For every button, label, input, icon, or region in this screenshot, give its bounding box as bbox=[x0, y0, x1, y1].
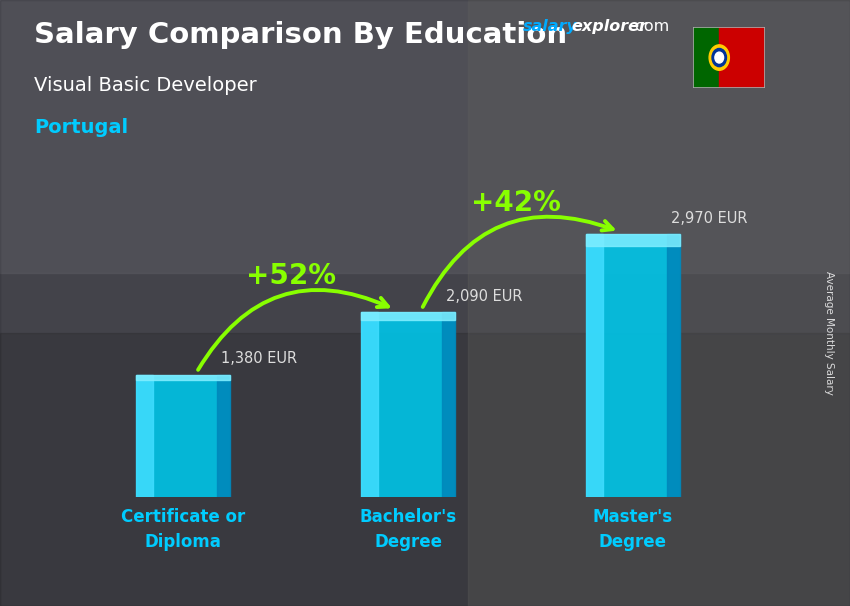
Bar bbox=[693, 27, 719, 88]
Bar bbox=[442, 312, 456, 497]
Bar bbox=[667, 235, 680, 497]
Bar bbox=[136, 375, 230, 381]
Bar bbox=[586, 235, 680, 246]
Bar bbox=[217, 375, 230, 497]
Circle shape bbox=[715, 52, 723, 63]
Bar bbox=[360, 312, 456, 321]
Bar bbox=[360, 312, 377, 497]
Text: Average Monthly Salary: Average Monthly Salary bbox=[824, 271, 834, 395]
Bar bbox=[136, 375, 153, 497]
Text: Salary Comparison By Education: Salary Comparison By Education bbox=[34, 21, 567, 49]
Text: explorer: explorer bbox=[571, 19, 647, 35]
Text: salary: salary bbox=[523, 19, 577, 35]
Bar bbox=[719, 27, 765, 88]
Circle shape bbox=[712, 48, 727, 67]
Text: 1,380 EUR: 1,380 EUR bbox=[221, 351, 298, 367]
Bar bbox=[136, 375, 230, 497]
Text: 2,090 EUR: 2,090 EUR bbox=[446, 288, 523, 304]
Bar bbox=[360, 312, 456, 497]
Bar bbox=[586, 235, 603, 497]
Bar bbox=[468, 0, 850, 606]
Circle shape bbox=[709, 45, 729, 70]
Bar bbox=[0, 333, 850, 606]
Text: Visual Basic Developer: Visual Basic Developer bbox=[34, 76, 257, 95]
Text: +42%: +42% bbox=[471, 189, 561, 218]
Bar bbox=[0, 0, 850, 273]
Text: 2,970 EUR: 2,970 EUR bbox=[671, 211, 747, 226]
Text: .com: .com bbox=[631, 19, 670, 35]
Bar bbox=[586, 235, 680, 497]
Text: Portugal: Portugal bbox=[34, 118, 128, 137]
Text: +52%: +52% bbox=[246, 262, 336, 290]
